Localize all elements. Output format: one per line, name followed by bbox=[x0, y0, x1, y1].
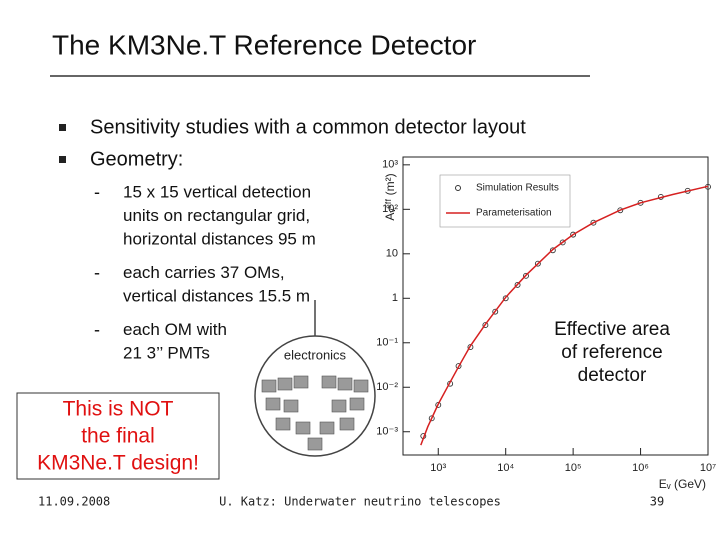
diagram-label: electronics bbox=[284, 347, 347, 362]
caption-line: detector bbox=[578, 365, 647, 386]
pmt bbox=[321, 375, 337, 389]
y-tick-label: 10⁻² bbox=[376, 381, 398, 393]
bullet-text: Sensitivity studies with a common detect… bbox=[90, 116, 526, 138]
legend-box bbox=[439, 174, 571, 228]
data-point bbox=[514, 281, 521, 288]
y-tick-label: 1 bbox=[392, 292, 398, 304]
pmt bbox=[319, 421, 335, 435]
sub-dash: - bbox=[94, 182, 100, 202]
data-point bbox=[549, 247, 556, 254]
bullet-text: Geometry: bbox=[90, 148, 183, 170]
pmt bbox=[353, 379, 369, 393]
bullet-marker bbox=[59, 156, 66, 163]
data-point bbox=[617, 207, 624, 214]
pmt bbox=[265, 397, 281, 411]
warning-line: This is NOT bbox=[63, 398, 174, 421]
warning-box bbox=[16, 392, 220, 480]
y-tick-label: 10⁻¹ bbox=[376, 337, 398, 349]
x-tick-label: 10⁵ bbox=[565, 462, 582, 474]
fit-line bbox=[420, 185, 709, 446]
x-axis-label: Eᵥ (GeV) bbox=[659, 477, 706, 491]
x-tick-label: 10⁷ bbox=[700, 462, 716, 474]
pmt bbox=[339, 417, 355, 431]
data-point bbox=[435, 402, 442, 408]
data-point bbox=[482, 322, 489, 329]
data-point bbox=[523, 272, 529, 279]
sub-item-text: vertical distances 15.5 m bbox=[123, 286, 310, 305]
pmt bbox=[261, 379, 277, 393]
footer-date: 11.09.2008 bbox=[38, 495, 110, 509]
sub-item-text: units on rectangular grid, bbox=[123, 206, 310, 225]
pmt bbox=[331, 399, 347, 413]
data-point bbox=[534, 260, 541, 267]
sub-item-text: each carries 37 OMs, bbox=[123, 263, 285, 282]
y-axis-label: Aᵥᵉᶠᶠ (m²) bbox=[383, 173, 397, 220]
om-diagram: electronics bbox=[254, 300, 376, 457]
y-tick-label: 10 bbox=[386, 248, 398, 260]
data-point bbox=[559, 239, 566, 246]
legend-label: Parameterisation bbox=[476, 208, 552, 219]
data-point bbox=[590, 219, 597, 226]
sub-item-text: horizontal distances 95 m bbox=[123, 229, 316, 248]
sub-item-text: 15 x 15 vertical detection bbox=[123, 182, 311, 201]
pmt bbox=[277, 377, 293, 391]
sub-dash: - bbox=[94, 262, 100, 282]
pmt bbox=[293, 375, 309, 389]
data-point bbox=[455, 363, 462, 369]
y-tick-label: 10³ bbox=[382, 159, 398, 171]
x-tick-label: 10³ bbox=[430, 462, 446, 474]
sub-item-text: each OM with bbox=[123, 320, 227, 339]
pmt bbox=[295, 421, 311, 435]
warning-line: KM3Ne.T design! bbox=[37, 452, 199, 475]
x-tick-label: 10⁴ bbox=[497, 462, 514, 474]
y-tick-label: 10² bbox=[382, 203, 398, 215]
pmt bbox=[337, 377, 353, 391]
footer-text: U. Katz: Underwater neutrino telescopes bbox=[219, 495, 501, 509]
caption-line: of reference bbox=[561, 342, 662, 363]
legend-swatch bbox=[455, 185, 461, 191]
data-point bbox=[492, 308, 499, 315]
data-point bbox=[502, 295, 509, 302]
sub-dash: - bbox=[94, 319, 100, 339]
legend-label: Simulation Results bbox=[476, 183, 559, 194]
caption-line: Effective area bbox=[554, 319, 670, 340]
sub-item-text: 21 3’’ PMTs bbox=[123, 343, 210, 362]
bullet-marker bbox=[59, 124, 66, 131]
page-number: 39 bbox=[650, 495, 664, 509]
pmt bbox=[307, 437, 323, 451]
data-point bbox=[570, 231, 577, 238]
x-tick-label: 10⁶ bbox=[632, 462, 649, 474]
pmt bbox=[349, 397, 365, 411]
pmt bbox=[283, 399, 299, 413]
data-point bbox=[428, 415, 435, 422]
pmt bbox=[275, 417, 291, 431]
warning-line: the final bbox=[81, 425, 155, 448]
slide-title: The KM3Ne.T Reference Detector bbox=[52, 29, 476, 60]
y-tick-label: 10⁻³ bbox=[376, 426, 398, 438]
